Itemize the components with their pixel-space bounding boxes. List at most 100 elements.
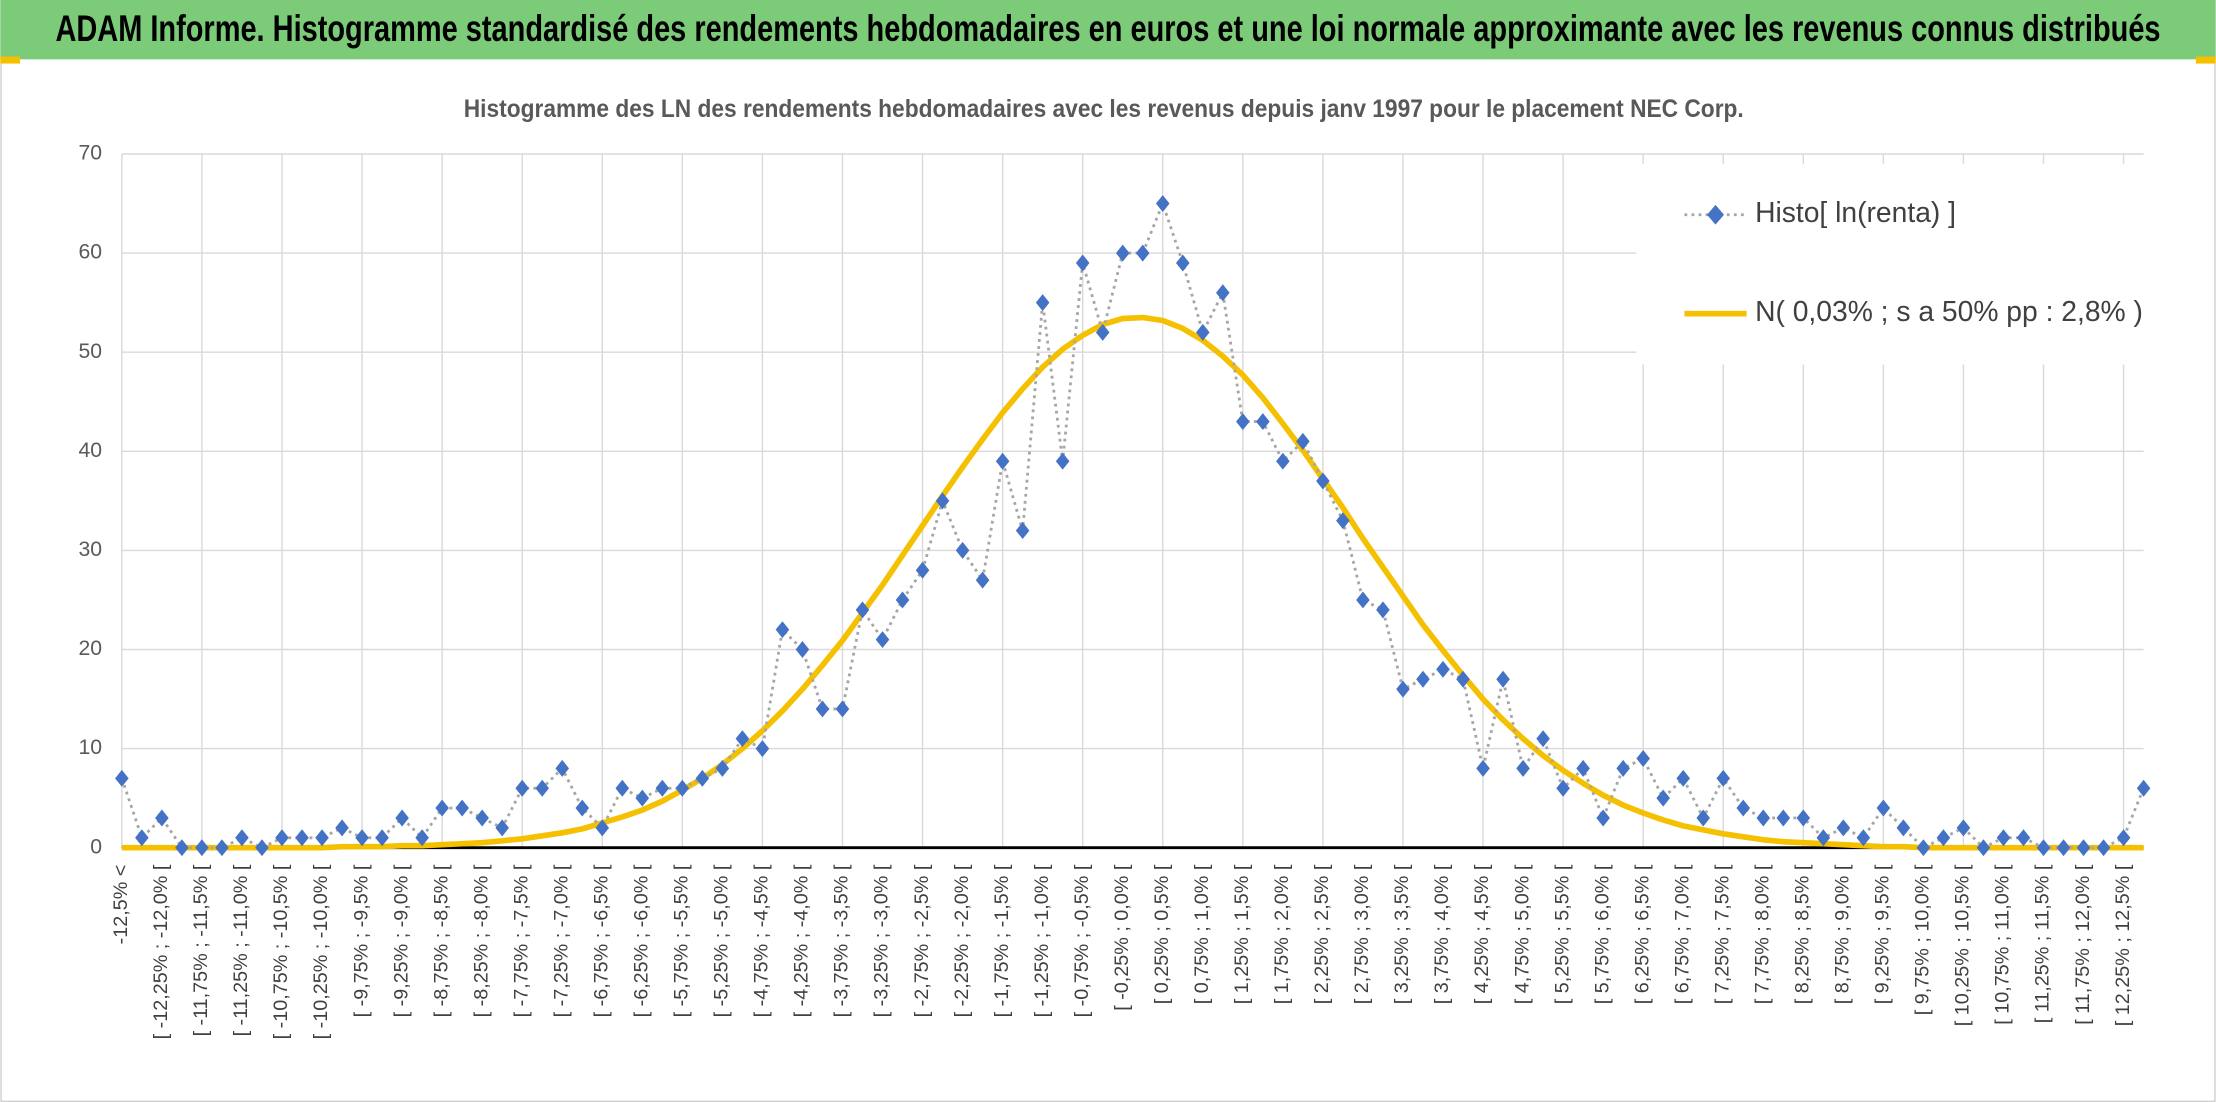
header-title: ADAM Informe. Histogramme standardisé de… <box>55 8 2160 49</box>
header-bar <box>0 0 2216 60</box>
y-tick-label: 40 <box>78 439 102 462</box>
y-tick-label: 50 <box>78 340 102 363</box>
y-tick-label: 70 <box>78 142 102 165</box>
diamond-marker <box>955 541 970 559</box>
x-tick-label: [ 11,75% ; 12,0% [ <box>2072 864 2094 1025</box>
x-tick-label: [ -9,75% ; -9,5% [ <box>350 864 372 1017</box>
x-tick-label: [ 6,25% ; 6,5% [ <box>1631 864 1653 1004</box>
corner <box>2195 56 2216 64</box>
x-tick-label: [ 7,75% ; 8,0% [ <box>1751 864 1773 1004</box>
diamond-marker <box>455 799 469 817</box>
diamond-marker <box>1396 680 1410 698</box>
x-tick-label: [ -3,75% ; -3,5% [ <box>831 864 853 1017</box>
x-tick-label: [ -11,75% ; -11,5% [ <box>190 864 212 1036</box>
diamond-marker <box>215 839 229 857</box>
x-tick-label: [ 5,25% ; 5,5% [ <box>1551 864 1573 1004</box>
x-tick-label: -12,5% < <box>110 865 132 945</box>
diamond-marker <box>1676 769 1690 787</box>
diamond-marker <box>1376 601 1390 619</box>
x-tick-label: [ -0,25% ; 0,0% [ <box>1111 864 1133 1011</box>
diamond-marker <box>495 819 509 837</box>
diamond-marker <box>1055 452 1070 470</box>
diamond-marker <box>975 571 990 589</box>
diamond-marker <box>1135 244 1150 262</box>
diamond-marker <box>895 591 910 609</box>
x-tick-label: [ 10,75% ; 11,0% [ <box>1992 864 2014 1025</box>
diamond-marker <box>1496 670 1510 688</box>
diamond-marker <box>1115 244 1130 262</box>
chart-title: Histogramme des LN des rendements hebdom… <box>464 95 1744 123</box>
x-tick-label: [ 11,25% ; 11,5% [ <box>2032 864 2054 1023</box>
diamond-marker <box>715 759 730 777</box>
diamond-marker <box>135 829 149 847</box>
x-tick-label: [ -10,25% ; -10,0% [ <box>310 864 332 1039</box>
diamond-marker <box>275 829 289 847</box>
diamond-marker <box>335 819 349 837</box>
diamond-marker <box>1175 254 1190 272</box>
diamond-marker <box>195 839 209 857</box>
diamond-marker <box>935 492 950 510</box>
x-tick-label: [ -4,25% ; -4,0% [ <box>791 864 813 1017</box>
diamond-marker <box>1576 759 1590 777</box>
x-tick-label: [ -10,75% ; -10,5% [ <box>270 864 292 1039</box>
legend-marker <box>1707 204 1724 225</box>
diamond-marker <box>535 779 549 797</box>
diamond-marker <box>1896 819 1911 837</box>
diamond-marker <box>255 839 269 857</box>
diamond-marker <box>515 779 529 797</box>
x-tick-label: [ 6,75% ; 7,0% [ <box>1671 864 1693 1004</box>
diamond-marker <box>1336 512 1350 530</box>
y-tick-label: 0 <box>90 835 102 858</box>
x-tick-label: [ -1,75% ; -1,5% [ <box>991 864 1013 1017</box>
x-tick-label: [ 4,25% ; 4,5% [ <box>1471 864 1493 1004</box>
diamond-marker <box>1075 254 1090 272</box>
diamond-marker <box>1756 809 1771 827</box>
diamond-marker <box>475 809 489 827</box>
diamond-marker <box>1256 413 1270 431</box>
x-tick-label: [ 0,75% ; 1,0% [ <box>1191 864 1213 1004</box>
y-tick-label: 30 <box>78 538 102 561</box>
x-tick-label: [ 8,25% ; 8,5% [ <box>1792 864 1814 1004</box>
x-tick-label: [ -1,25% ; -1,0% [ <box>1031 864 1053 1017</box>
diamond-marker <box>1035 294 1050 312</box>
x-tick-label: [ 9,75% ; 10,0% [ <box>1912 864 1934 1015</box>
diamond-marker <box>1856 829 1871 847</box>
y-tick-label: 60 <box>78 241 102 264</box>
legend-label: N( 0,03% ; s a 50% pp : 2,8% ) <box>1755 295 2143 327</box>
x-tick-label: [ 12,25% ; 12,5% [ <box>2112 864 2134 1026</box>
x-tick-label: [ -11,25% ; -11,0% [ <box>230 864 252 1036</box>
diamond-marker <box>635 789 650 807</box>
diamond-marker <box>1436 660 1450 678</box>
diamond-marker <box>1015 522 1030 540</box>
diamond-marker <box>295 829 309 847</box>
diamond-marker <box>755 740 770 758</box>
diamond-marker <box>575 799 590 817</box>
diamond-marker <box>415 829 429 847</box>
diamond-marker <box>1996 829 2011 847</box>
x-tick-label: [ 3,25% ; 3,5% [ <box>1391 864 1413 1004</box>
corner <box>0 56 21 64</box>
x-tick-label: [ -3,25% ; -3,0% [ <box>871 864 893 1017</box>
x-tick-label: [ 2,75% ; 3,0% [ <box>1351 864 1373 1004</box>
diamond-marker <box>2116 829 2131 847</box>
diamond-marker <box>1216 284 1230 302</box>
diamond-marker <box>1636 750 1650 767</box>
x-tick-label: [ -5,75% ; -5,5% [ <box>671 864 693 1017</box>
x-tick-label: [ -5,25% ; -5,0% [ <box>711 864 733 1017</box>
x-tick-label: [ 5,75% ; 6,0% [ <box>1591 864 1613 1004</box>
x-tick-label: [ 1,75% ; 2,0% [ <box>1271 864 1293 1004</box>
diamond-marker <box>1836 819 1851 837</box>
diamond-marker <box>1876 799 1891 817</box>
legend-box <box>1636 163 2148 365</box>
diamond-marker <box>1476 759 1490 777</box>
x-tick-label: [ -2,25% ; -2,0% [ <box>951 864 973 1017</box>
diamond-marker <box>995 452 1010 470</box>
diamond-marker <box>1916 839 1931 857</box>
diamond-marker <box>1236 413 1250 431</box>
diamond-marker <box>175 839 189 857</box>
diamond-marker <box>375 829 389 847</box>
x-tick-label: [ 1,25% ; 1,5% [ <box>1231 864 1253 1004</box>
x-tick-label: [ 8,75% ; 9,0% [ <box>1832 864 1854 1004</box>
x-tick-label: [ 10,25% ; 10,5% [ <box>1952 864 1974 1026</box>
